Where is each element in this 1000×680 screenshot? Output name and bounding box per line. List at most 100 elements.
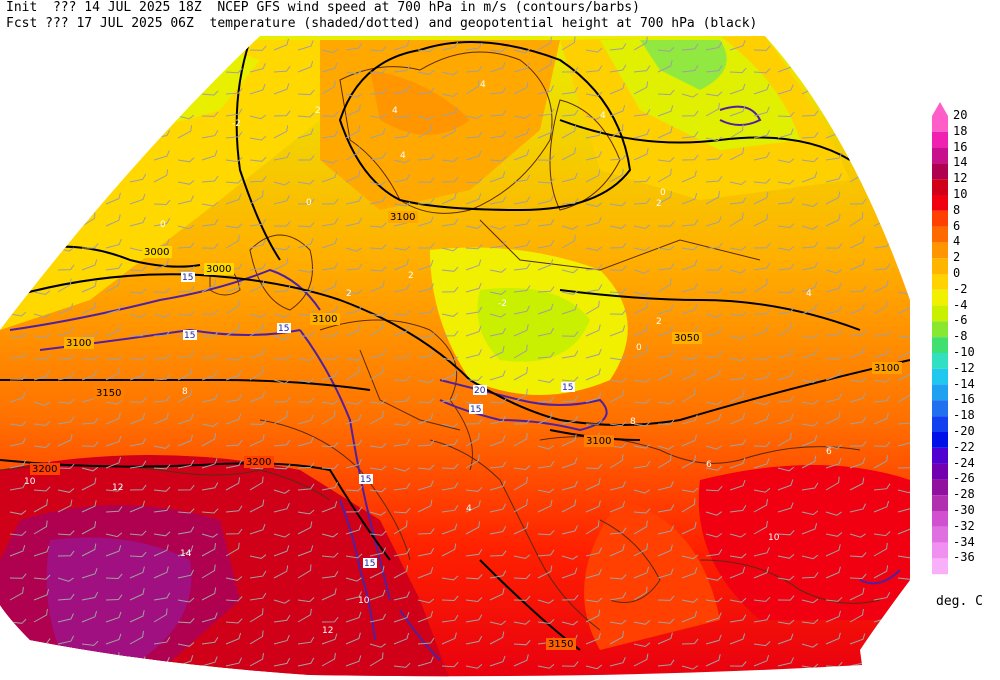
colorbar-swatch (932, 195, 948, 211)
wind-barb (657, 504, 675, 513)
wind-barb (105, 456, 122, 469)
wind-barb (321, 130, 339, 139)
wind-barb (537, 36, 552, 51)
wind-barb (489, 587, 505, 601)
wind-barb (681, 487, 699, 493)
wind-barb (657, 367, 673, 381)
wind-barb (105, 399, 123, 405)
wind-barb (513, 149, 530, 161)
wind-barb (81, 194, 98, 205)
wind-barb (393, 395, 411, 403)
wind-barb (465, 42, 483, 51)
wind-barb (609, 265, 627, 271)
wind-barb (513, 344, 528, 359)
wind-barb (105, 486, 123, 492)
wind-barb (873, 279, 889, 293)
colorbar-tick-label: -36 (953, 550, 975, 565)
wind-barb (393, 159, 411, 164)
wind-barb (57, 663, 75, 669)
wind-barb (777, 479, 794, 491)
wind-barb (753, 308, 771, 315)
wind-barb (657, 632, 673, 645)
wind-barb (273, 599, 290, 604)
wind-barb (609, 168, 624, 183)
wind-barb (729, 356, 747, 362)
wind-barb (897, 333, 910, 339)
wind-barb (657, 263, 675, 271)
wind-barb (9, 80, 24, 95)
wind-barb (273, 245, 291, 251)
wind-barb (729, 390, 745, 403)
wind-barb (129, 630, 144, 645)
wind-barb (873, 330, 891, 337)
colorbar-swatch (932, 258, 948, 274)
wind-barb (369, 181, 387, 186)
wind-barb (705, 288, 723, 294)
colorbar-tick-label: 20 (953, 108, 968, 122)
wind-barb (489, 480, 506, 491)
wind-barb (729, 147, 745, 161)
wind-barb (105, 278, 120, 293)
wind-barb (585, 664, 603, 670)
wind-barb (81, 441, 99, 447)
wind-barb (417, 397, 435, 404)
wind-barb (633, 653, 649, 667)
wind-barb (225, 323, 240, 337)
wind-barb (753, 83, 770, 95)
wind-barb (825, 354, 843, 360)
wind-barb (609, 124, 624, 139)
wind-barb (345, 524, 362, 535)
wind-barb (633, 543, 649, 557)
wind-barb (801, 455, 817, 469)
wind-barb (345, 414, 362, 425)
wind-barb (57, 326, 74, 337)
wind-barb (33, 520, 48, 535)
wind-barb (249, 499, 265, 513)
wind-barb (321, 237, 338, 249)
wind-barb (81, 568, 98, 579)
wind-barb (177, 125, 193, 139)
wind-barb (753, 262, 771, 271)
wind-barb (609, 43, 627, 51)
wind-barb (561, 567, 578, 579)
wind-barb (249, 322, 264, 337)
wind-barb (585, 324, 601, 337)
wind-barb (561, 434, 577, 447)
wind-barb (57, 264, 75, 271)
colorbar-swatch (932, 368, 948, 385)
wind-barb (297, 198, 315, 205)
wind-barb (633, 460, 651, 469)
wind-barb (729, 269, 747, 274)
wind-barb (273, 65, 291, 73)
wind-barb (225, 88, 243, 95)
wind-barb (873, 377, 891, 383)
wind-barb (849, 477, 865, 491)
wind-barb (849, 212, 864, 227)
height-label: 3100 (586, 436, 611, 447)
wind-barb (609, 592, 627, 601)
wind-barb (633, 508, 651, 514)
wind-barb (417, 598, 435, 604)
wind-barb (153, 505, 171, 513)
wind-barb (633, 443, 651, 449)
wind-barb (873, 114, 891, 120)
wind-barb (441, 125, 457, 139)
wind-barb (249, 390, 266, 403)
wind-barb (249, 114, 267, 120)
wind-barb (657, 245, 675, 251)
wind-barb (753, 487, 771, 493)
wind-barb (705, 400, 723, 406)
wind-barb (153, 313, 170, 318)
wind-barb (105, 43, 123, 51)
wind-barb (9, 530, 27, 536)
wind-barb (825, 243, 843, 249)
wind-barb (369, 643, 386, 648)
wind-barb (657, 481, 674, 491)
height-label: 3100 (66, 338, 91, 349)
wind-barb (225, 108, 243, 117)
wind-barb (801, 435, 818, 447)
wind-barb (9, 636, 27, 645)
wind-barb (393, 438, 411, 447)
wind-barb (9, 663, 27, 669)
wind-barb (561, 198, 579, 205)
